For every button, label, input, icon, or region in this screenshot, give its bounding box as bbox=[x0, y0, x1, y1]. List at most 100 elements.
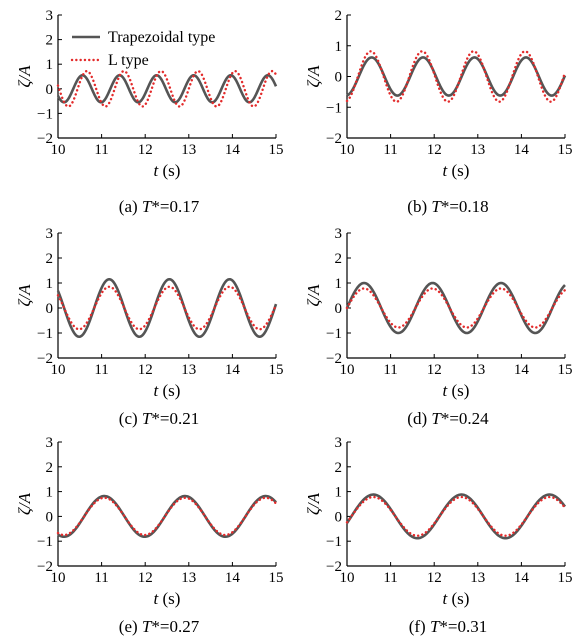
x-tick-label: 13 bbox=[181, 362, 196, 378]
x-tick-label: 11 bbox=[94, 570, 108, 586]
x-tick-label: 10 bbox=[340, 142, 355, 158]
y-tick-label: 2 bbox=[335, 8, 343, 24]
x-tick-label: 13 bbox=[470, 362, 485, 378]
x-axis-label: t (s) bbox=[154, 589, 181, 608]
x-axis-label: t (s) bbox=[443, 381, 470, 400]
x-tick-label: 13 bbox=[181, 570, 196, 586]
y-tick-label: 3 bbox=[46, 435, 54, 451]
x-tick-label: 12 bbox=[427, 362, 442, 378]
y-tick-label: 1 bbox=[335, 39, 343, 55]
x-tick-label: 14 bbox=[225, 142, 241, 158]
trapezoidal-series-line bbox=[56, 277, 278, 339]
x-axis-variable: t bbox=[443, 589, 449, 608]
caption-value: *=0.24 bbox=[441, 409, 489, 428]
y-tick-label: 3 bbox=[46, 226, 54, 242]
l-type-series-line bbox=[345, 287, 567, 329]
x-axis-variable: t bbox=[154, 589, 160, 608]
y-tick-label: −1 bbox=[326, 100, 342, 116]
y-axis-label: ζ/A bbox=[304, 65, 323, 88]
x-tick-label: 15 bbox=[558, 362, 573, 378]
x-tick-label: 10 bbox=[51, 570, 66, 586]
y-tick-label: 0 bbox=[46, 509, 54, 525]
x-tick-label: 10 bbox=[340, 570, 355, 586]
y-tick-label: 0 bbox=[46, 301, 54, 317]
x-axis-unit: (s) bbox=[447, 589, 469, 608]
caption-variable: T bbox=[142, 617, 153, 636]
caption-prefix: (c) bbox=[119, 409, 142, 428]
l-type-series-line bbox=[56, 496, 278, 537]
legend-label-trapezoidal: Trapezoidal type bbox=[108, 29, 215, 46]
l-type-series-line bbox=[345, 50, 567, 103]
x-tick-label: 13 bbox=[470, 570, 485, 586]
y-tick-label: −1 bbox=[326, 326, 342, 342]
x-tick-label: 12 bbox=[138, 570, 153, 586]
y-tick-label: −1 bbox=[37, 326, 53, 342]
y-tick-label: −2 bbox=[326, 351, 342, 367]
y-tick-label: 1 bbox=[335, 485, 343, 501]
trapezoidal-series-line bbox=[57, 494, 277, 539]
x-axis-variable: t bbox=[154, 381, 160, 400]
y-tick-label: 0 bbox=[335, 301, 343, 317]
x-tick-label: 11 bbox=[383, 142, 397, 158]
caption-value: *=0.21 bbox=[151, 409, 199, 428]
l-type-series-line bbox=[56, 69, 278, 108]
y-tick-label: −1 bbox=[37, 534, 53, 550]
x-tick-label: 14 bbox=[225, 570, 241, 586]
x-tick-label: 13 bbox=[470, 142, 485, 158]
y-tick-label: 0 bbox=[335, 70, 343, 86]
caption-prefix: (e) bbox=[119, 617, 142, 636]
caption-prefix: (d) bbox=[407, 409, 431, 428]
y-tick-label: 3 bbox=[335, 226, 343, 242]
y-tick-label: 2 bbox=[46, 460, 54, 476]
x-tick-label: 15 bbox=[558, 142, 573, 158]
y-tick-label: 2 bbox=[335, 251, 343, 267]
x-axis-variable: t bbox=[154, 161, 160, 180]
x-tick-label: 11 bbox=[383, 362, 397, 378]
x-axis-unit: (s) bbox=[447, 161, 469, 180]
legend: Trapezoidal type L type bbox=[70, 29, 215, 69]
x-tick-label: 12 bbox=[427, 142, 442, 158]
caption-prefix: (a) bbox=[119, 197, 142, 216]
x-tick-label: 11 bbox=[94, 362, 108, 378]
y-axis-label: ζ/A bbox=[304, 492, 323, 515]
x-tick-label: 14 bbox=[225, 362, 241, 378]
caption-prefix: (f) bbox=[409, 617, 430, 636]
caption-variable: T bbox=[142, 409, 153, 428]
caption-variable: T bbox=[142, 197, 153, 216]
trapezoidal-series-line bbox=[345, 493, 567, 540]
x-axis-label: t (s) bbox=[443, 161, 470, 180]
x-tick-label: 14 bbox=[514, 142, 530, 158]
x-axis-label: t (s) bbox=[443, 589, 470, 608]
y-axis-label: ζ/A bbox=[15, 284, 34, 307]
y-tick-label: 1 bbox=[46, 276, 54, 292]
x-tick-label: 11 bbox=[383, 570, 397, 586]
y-tick-label: −2 bbox=[326, 559, 342, 575]
panel-caption: (f) T*=0.31 bbox=[409, 617, 488, 636]
x-tick-label: 12 bbox=[138, 142, 153, 158]
y-axis-label: ζ/A bbox=[304, 284, 323, 307]
y-axis-label: ζ/A bbox=[15, 65, 34, 88]
caption-prefix: (b) bbox=[407, 197, 431, 216]
y-tick-label: 1 bbox=[46, 485, 54, 501]
caption-variable: T bbox=[431, 197, 442, 216]
trapezoidal-series-line bbox=[56, 73, 278, 104]
y-tick-label: 1 bbox=[46, 57, 54, 73]
y-tick-label: 2 bbox=[335, 460, 343, 476]
l-type-series-line bbox=[56, 285, 278, 331]
y-tick-label: 3 bbox=[46, 8, 54, 24]
panel-caption: (c) T*=0.21 bbox=[119, 409, 199, 428]
y-tick-label: 3 bbox=[335, 435, 343, 451]
x-axis-unit: (s) bbox=[158, 589, 180, 608]
x-axis-label: t (s) bbox=[154, 381, 181, 400]
x-tick-label: 10 bbox=[51, 142, 66, 158]
x-tick-label: 12 bbox=[138, 362, 153, 378]
x-tick-label: 10 bbox=[51, 362, 66, 378]
panel-caption: (d) T*=0.24 bbox=[407, 409, 489, 428]
caption-value: *=0.31 bbox=[439, 617, 487, 636]
trapezoidal-series-line bbox=[345, 281, 566, 335]
x-tick-label: 13 bbox=[181, 142, 196, 158]
